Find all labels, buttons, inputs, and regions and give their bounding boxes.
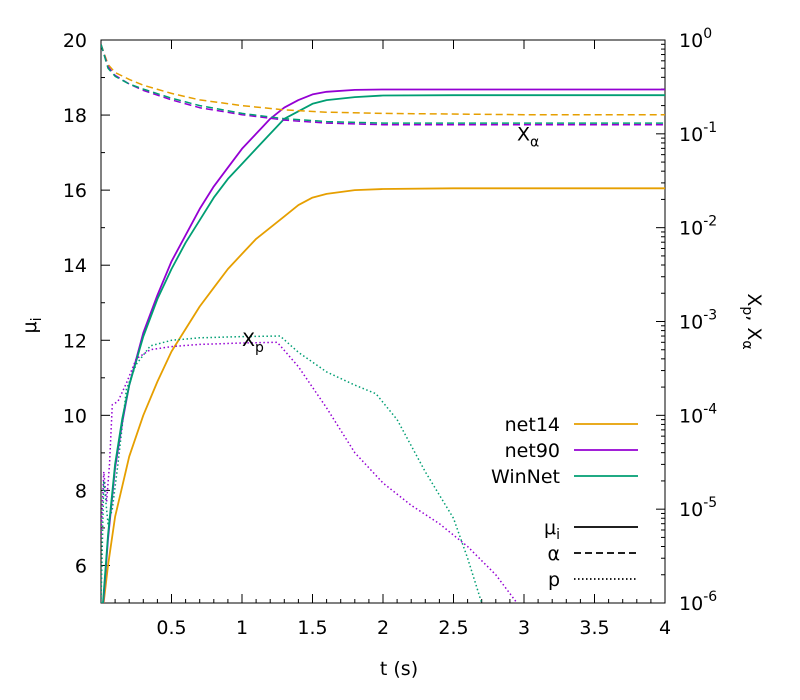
series-line-net90-mu-i — [102, 88, 665, 603]
annotation-main: X — [242, 329, 255, 351]
tick-exponent: -5 — [703, 495, 717, 511]
series-layer — [101, 44, 665, 603]
annotation-main: X — [517, 123, 530, 145]
y-left-title-sub: i — [29, 318, 45, 322]
x-tick-label: 2 — [377, 617, 389, 639]
series-line-net90-x-p — [101, 341, 518, 603]
x-tick-label: 3.5 — [579, 617, 609, 639]
y-right-axis-title: Xp, Xα — [739, 293, 765, 349]
tick-base: 10 — [679, 218, 703, 240]
y-left-tick-label: 14 — [63, 255, 87, 277]
x-tick-label: 4 — [659, 617, 671, 639]
tick-exponent: -4 — [703, 401, 717, 417]
legend-label: net90 — [505, 440, 560, 462]
series-line-net14-x-alpha — [101, 44, 665, 116]
tick-base: 10 — [679, 405, 703, 427]
x-tick-label: 2.5 — [438, 617, 468, 639]
x-axis-title: t (s) — [380, 658, 418, 680]
y-right-title-xp: X — [743, 293, 765, 306]
tick-base: 10 — [679, 312, 703, 334]
annotation-sub: α — [530, 134, 539, 150]
y-right-tick-label: 10-1 — [679, 120, 717, 146]
y-right-title-xp-sub: p — [739, 306, 755, 315]
tick-exponent: -3 — [703, 308, 717, 324]
series-line-winnet-x-alpha — [101, 44, 665, 124]
x-tick-label: 0.5 — [156, 617, 186, 639]
annotation-label: Xα — [517, 123, 539, 150]
y-right-title-xa-sub: α — [739, 340, 755, 349]
legend-style-name: μ — [544, 517, 556, 539]
x-tick-label: 1 — [236, 617, 248, 639]
y-left-tick-label: 6 — [75, 555, 87, 577]
legend-style-name: α — [547, 543, 560, 565]
y-right-tick-label: 10-3 — [679, 308, 717, 334]
series-line-net90-x-alpha — [101, 44, 665, 126]
legend-style-label: p — [548, 569, 560, 591]
legend-style-name: p — [548, 569, 560, 591]
axes-layer: 0.5 1 1.5 2 2.5 3 3.5 46810121416182010-610-510… — [19, 26, 765, 680]
annotation-sub: p — [255, 340, 264, 356]
series-line-net14-mu-i — [102, 187, 665, 603]
tick-base: 10 — [679, 593, 703, 615]
tick-exponent: -6 — [703, 589, 717, 605]
tick-base: 10 — [679, 30, 703, 52]
legend-label: net14 — [505, 414, 560, 436]
y-left-tick-label: 18 — [63, 105, 87, 127]
series-line-winnet-mu-i — [102, 94, 665, 603]
x-tick-label: 3 — [518, 617, 530, 639]
y-left-title-main: μ — [19, 321, 41, 333]
y-right-tick-label: 10-2 — [679, 214, 717, 240]
tick-exponent: -2 — [703, 214, 717, 230]
tick-base: 10 — [679, 124, 703, 146]
annotation-label: Xp — [242, 329, 264, 356]
legend-style-label: μi — [544, 517, 560, 543]
y-right-tick-label: 100 — [679, 26, 712, 52]
legend-style-sub: i — [556, 527, 560, 543]
legend-style-label: α — [547, 543, 560, 565]
series-group — [101, 44, 665, 603]
y-right-tick-label: 10-4 — [679, 401, 717, 427]
tick-base: 10 — [679, 499, 703, 521]
y-left-tick-label: 8 — [75, 480, 87, 502]
series-line-winnet-x-p — [101, 335, 483, 603]
y-left-tick-label: 16 — [63, 180, 87, 202]
y-right-title-sep: , X — [743, 315, 765, 340]
tick-exponent: 0 — [703, 26, 712, 42]
y-left-tick-label: 20 — [63, 30, 87, 52]
y-left-tick-label: 10 — [63, 405, 87, 427]
x-tick-label: 1.5 — [297, 617, 327, 639]
y-left-tick-label: 12 — [63, 330, 87, 352]
y-left-axis-title: μi — [19, 318, 45, 334]
tick-exponent: -1 — [703, 120, 717, 136]
legend-label: WinNet — [491, 466, 560, 488]
y-right-tick-label: 10-6 — [679, 589, 717, 615]
y-right-tick-label: 10-5 — [679, 495, 717, 521]
